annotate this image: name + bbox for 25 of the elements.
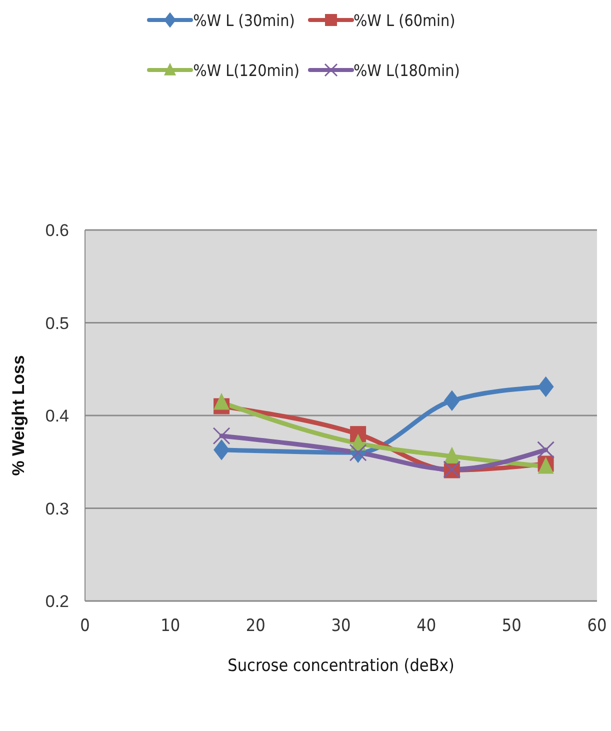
x-tick-label: 20	[246, 616, 266, 636]
y-tick-label: 0.3	[45, 499, 69, 518]
point	[212, 427, 230, 445]
y-tick-label: 0.4	[45, 406, 69, 426]
legend-label: %W L(180min)	[354, 60, 460, 80]
point	[214, 392, 230, 410]
point	[537, 441, 555, 459]
legend-label: %W L (30min)	[193, 10, 295, 30]
x-tick-label: 50	[502, 616, 522, 636]
y-tick-label: 0.2	[45, 592, 69, 612]
point	[444, 390, 460, 412]
point	[214, 439, 230, 460]
x-tick-label: 10	[160, 616, 180, 636]
legend-label: %W L(120min)	[193, 60, 300, 80]
x-axis-title: Sucrose concentration (deBx)	[228, 656, 454, 676]
point	[444, 446, 460, 464]
x-tick-label: 40	[416, 616, 436, 636]
y-axis-title: % Weight Loss	[9, 355, 28, 476]
x-tick-label: 0	[80, 616, 90, 636]
legend-label: %W L (60min)	[354, 10, 456, 30]
x-tick-label: 60	[587, 616, 607, 636]
point	[538, 376, 554, 398]
x-tick-label: 30	[331, 616, 351, 636]
y-tick-label: 0.6	[45, 221, 69, 240]
y-tick-label: 0.5	[45, 314, 69, 333]
